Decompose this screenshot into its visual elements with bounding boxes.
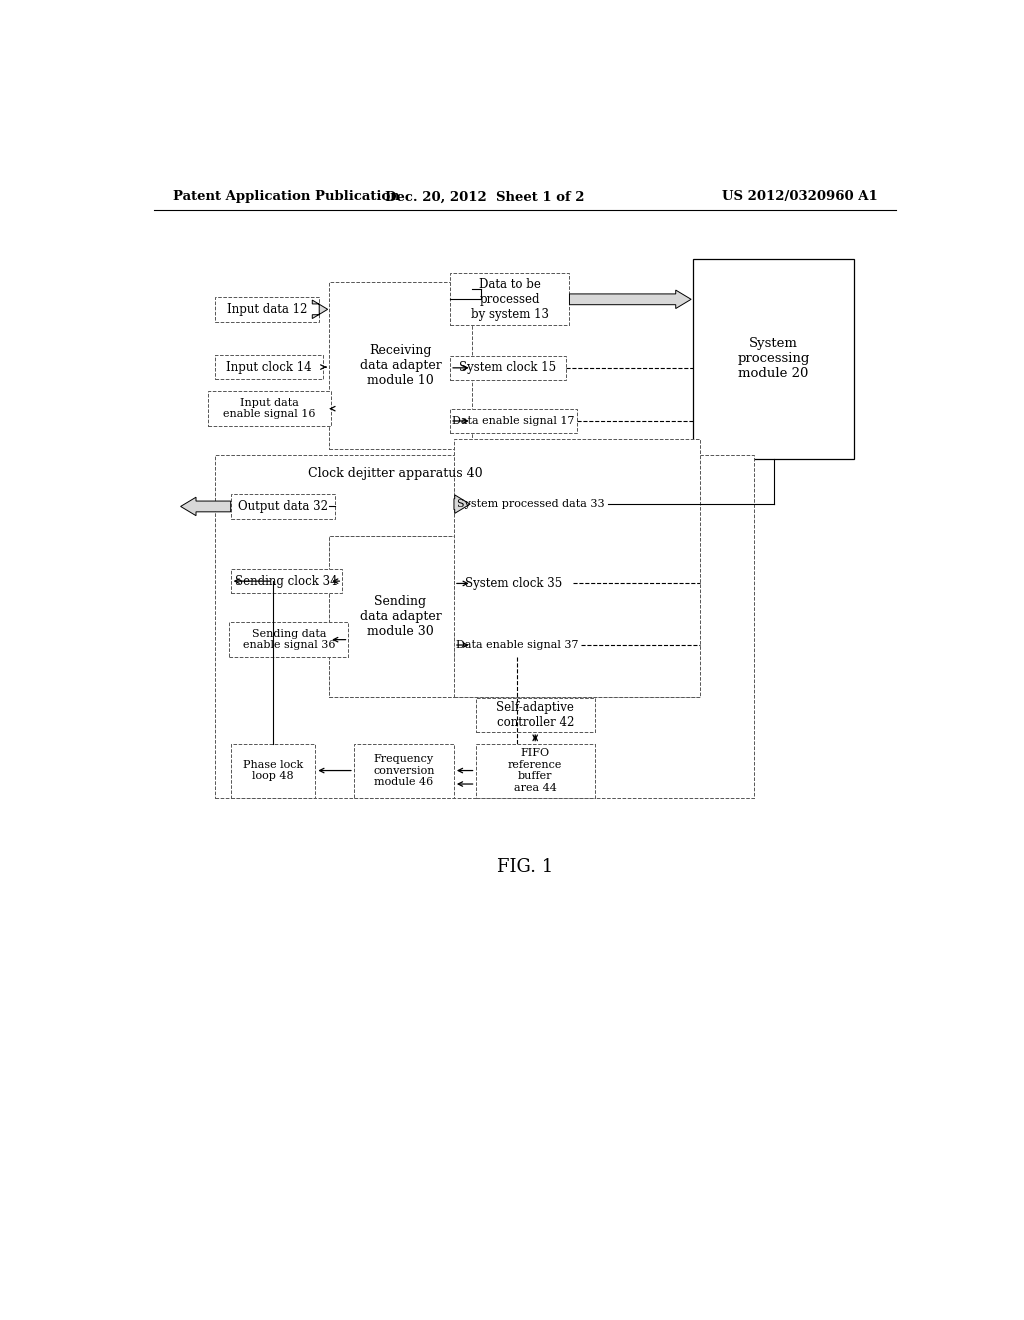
Text: Frequency
conversion
module 46: Frequency conversion module 46 <box>373 754 434 787</box>
Bar <box>230 743 315 797</box>
Text: System clock 35: System clock 35 <box>465 577 562 590</box>
Bar <box>330 281 472 449</box>
Bar <box>215 297 319 322</box>
Text: Clock dejitter apparatus 40: Clock dejitter apparatus 40 <box>307 467 482 480</box>
Text: Data enable signal 37: Data enable signal 37 <box>457 640 579 649</box>
Text: Data enable signal 17: Data enable signal 17 <box>453 416 574 426</box>
Text: Sending data
enable signal 36: Sending data enable signal 36 <box>243 628 335 651</box>
Bar <box>229 622 348 657</box>
FancyArrow shape <box>312 300 328 318</box>
Text: Phase lock
loop 48: Phase lock loop 48 <box>243 760 303 781</box>
Text: Input clock 14: Input clock 14 <box>226 360 312 374</box>
Bar <box>215 355 323 379</box>
Text: Sending clock 34: Sending clock 34 <box>236 574 338 587</box>
Bar <box>215 455 755 797</box>
Text: Patent Application Publication: Patent Application Publication <box>173 190 399 203</box>
Bar <box>454 492 608 516</box>
Text: Receiving
data adapter
module 10: Receiving data adapter module 10 <box>359 345 441 387</box>
Bar <box>354 743 454 797</box>
Text: Input data
enable signal 16: Input data enable signal 16 <box>223 397 315 420</box>
Text: Self-adaptive
controller 42: Self-adaptive controller 42 <box>497 701 574 729</box>
Text: Dec. 20, 2012  Sheet 1 of 2: Dec. 20, 2012 Sheet 1 of 2 <box>385 190 585 203</box>
Text: US 2012/0320960 A1: US 2012/0320960 A1 <box>722 190 878 203</box>
Text: Output data 32: Output data 32 <box>238 500 328 513</box>
Bar <box>230 569 342 594</box>
Text: Input data 12: Input data 12 <box>227 302 307 315</box>
Bar <box>451 355 565 380</box>
FancyArrow shape <box>454 495 470 513</box>
FancyArrow shape <box>569 290 691 309</box>
Bar <box>692 259 854 459</box>
Bar <box>475 698 595 733</box>
Bar <box>454 632 581 657</box>
Bar <box>454 440 700 697</box>
Text: Data to be
processed
by system 13: Data to be processed by system 13 <box>471 277 549 321</box>
Bar <box>208 391 331 426</box>
Text: FIG. 1: FIG. 1 <box>497 858 553 875</box>
Bar <box>330 536 698 697</box>
Bar <box>230 494 335 519</box>
Bar <box>475 743 595 797</box>
Text: System processed data 33: System processed data 33 <box>457 499 605 510</box>
Text: System
processing
module 20: System processing module 20 <box>737 337 810 380</box>
Text: FIFO
reference
buffer
area 44: FIFO reference buffer area 44 <box>508 748 562 793</box>
Bar <box>451 273 569 326</box>
Bar <box>330 536 472 697</box>
FancyArrow shape <box>180 498 230 516</box>
Bar <box>451 409 578 433</box>
Text: System clock 15: System clock 15 <box>460 362 556 375</box>
Text: Sending
data adapter
module 30: Sending data adapter module 30 <box>359 595 441 638</box>
Bar <box>454 572 573 595</box>
